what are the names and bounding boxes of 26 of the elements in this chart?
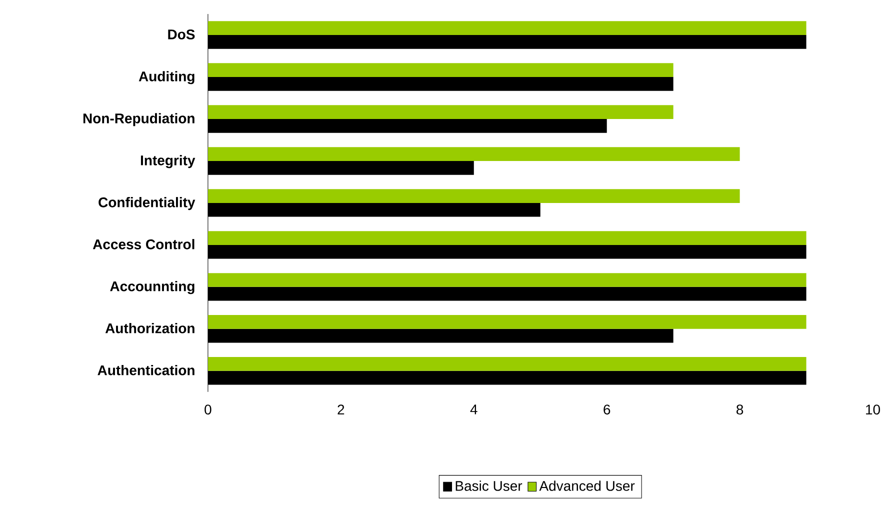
- y-tick-label: Access Control: [92, 239, 194, 250]
- legend-label: Basic User: [456, 480, 522, 491]
- bar: [208, 147, 740, 162]
- x-tick-label: 10: [866, 404, 880, 415]
- bar: [208, 231, 806, 245]
- y-tick-label: Integrity: [140, 155, 196, 168]
- y-tick-label: Auditing: [138, 71, 194, 84]
- bar: [208, 273, 806, 287]
- bar: [208, 315, 806, 329]
- y-tick-label: Non-Repudiation: [83, 113, 194, 126]
- x-tick-label: 4: [470, 404, 478, 414]
- y-tick-label: Authorization: [105, 323, 194, 334]
- bar: [208, 105, 674, 120]
- x-tick-label: 2: [338, 404, 344, 414]
- y-tick-label: Confidentiality: [98, 197, 196, 210]
- bar: [208, 21, 806, 36]
- x-tick-label: 0: [204, 404, 212, 415]
- y-tick-label: Accounnting: [110, 281, 194, 294]
- y-tick-label: DoS: [168, 30, 195, 40]
- legend-label: Advanced User: [539, 480, 635, 491]
- bar: [208, 189, 740, 204]
- y-tick-label: Authentication: [98, 365, 194, 376]
- x-tick-label: 8: [736, 404, 744, 415]
- bar: [208, 357, 806, 371]
- x-tick-label: 6: [604, 404, 610, 415]
- bar: [208, 63, 674, 78]
